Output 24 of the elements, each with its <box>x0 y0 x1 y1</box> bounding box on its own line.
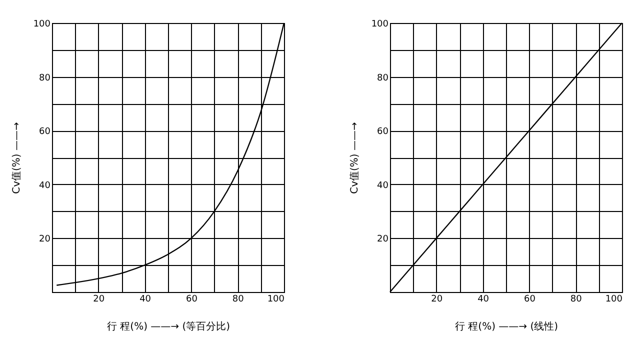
y-tick-label: 80 <box>377 73 389 84</box>
x-tick-label: 100 <box>267 294 285 304</box>
y-tick-label: 40 <box>377 180 389 191</box>
x-tick-label: 80 <box>570 294 582 304</box>
x-tick-label: 100 <box>605 294 623 304</box>
y-tick-label: 40 <box>39 180 51 191</box>
y-axis-title: Cv值(%) ——→ <box>349 122 360 194</box>
x-tick-label: 40 <box>478 294 490 304</box>
x-tick-label: 20 <box>431 294 443 304</box>
x-tick-label: 40 <box>140 294 152 304</box>
x-axis-title: 行 程(%) ——→ (线性) <box>454 320 558 332</box>
y-tick-label: 60 <box>39 127 51 138</box>
y-tick-label: 100 <box>371 20 389 30</box>
y-tick-label: 100 <box>33 20 51 30</box>
y-tick-label: 20 <box>377 234 389 245</box>
y-tick-label: 80 <box>39 73 51 84</box>
y-axis-title: Cv值(%) ——→ <box>11 122 22 194</box>
y-tick-label: 60 <box>377 127 389 138</box>
x-tick-label: 60 <box>524 294 536 304</box>
x-axis-title: 行 程(%) ——→ (等百分比) <box>106 320 230 332</box>
x-tick-label: 80 <box>232 294 244 304</box>
y-tick-label: 20 <box>39 234 51 245</box>
x-tick-label: 20 <box>93 294 105 304</box>
x-tick-label: 60 <box>186 294 198 304</box>
